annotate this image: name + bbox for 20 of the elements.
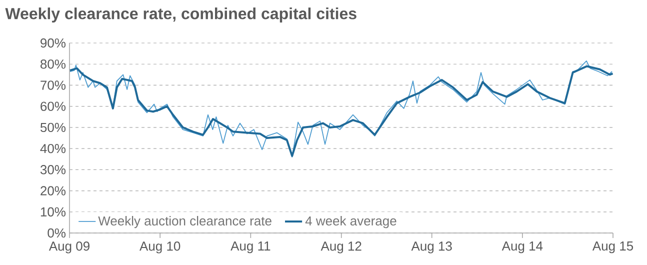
y-tick-label: 30%: [40, 165, 66, 174]
chart-title: Weekly clearance rate, combined capital cities: [5, 8, 356, 22]
y-tick-label: 60%: [40, 102, 66, 111]
y-tick-label: 0%: [48, 228, 66, 238]
x-tick-label: Aug 11: [230, 242, 270, 254]
x-tick-label: Aug 15: [592, 242, 634, 254]
x-tick-label: Aug 13: [411, 242, 452, 254]
x-tick-label: Aug 10: [140, 242, 180, 254]
legend-label: Weekly auction clearance rate: [98, 216, 272, 228]
y-tick-label: 40%: [40, 144, 66, 154]
y-tick-label: 70%: [40, 80, 66, 90]
y-tick-label: 50%: [40, 122, 66, 132]
x-tick-label: Aug 09: [48, 242, 90, 254]
y-tick-label: 90%: [40, 38, 66, 48]
y-tick-label: 80%: [40, 60, 66, 69]
x-tick-label: Aug 12: [320, 242, 362, 254]
y-tick-label: 10%: [40, 207, 66, 216]
legend-label: 4 week average: [305, 216, 396, 228]
y-tick-label: 20%: [40, 186, 66, 196]
x-tick-label: Aug 14: [502, 242, 543, 254]
